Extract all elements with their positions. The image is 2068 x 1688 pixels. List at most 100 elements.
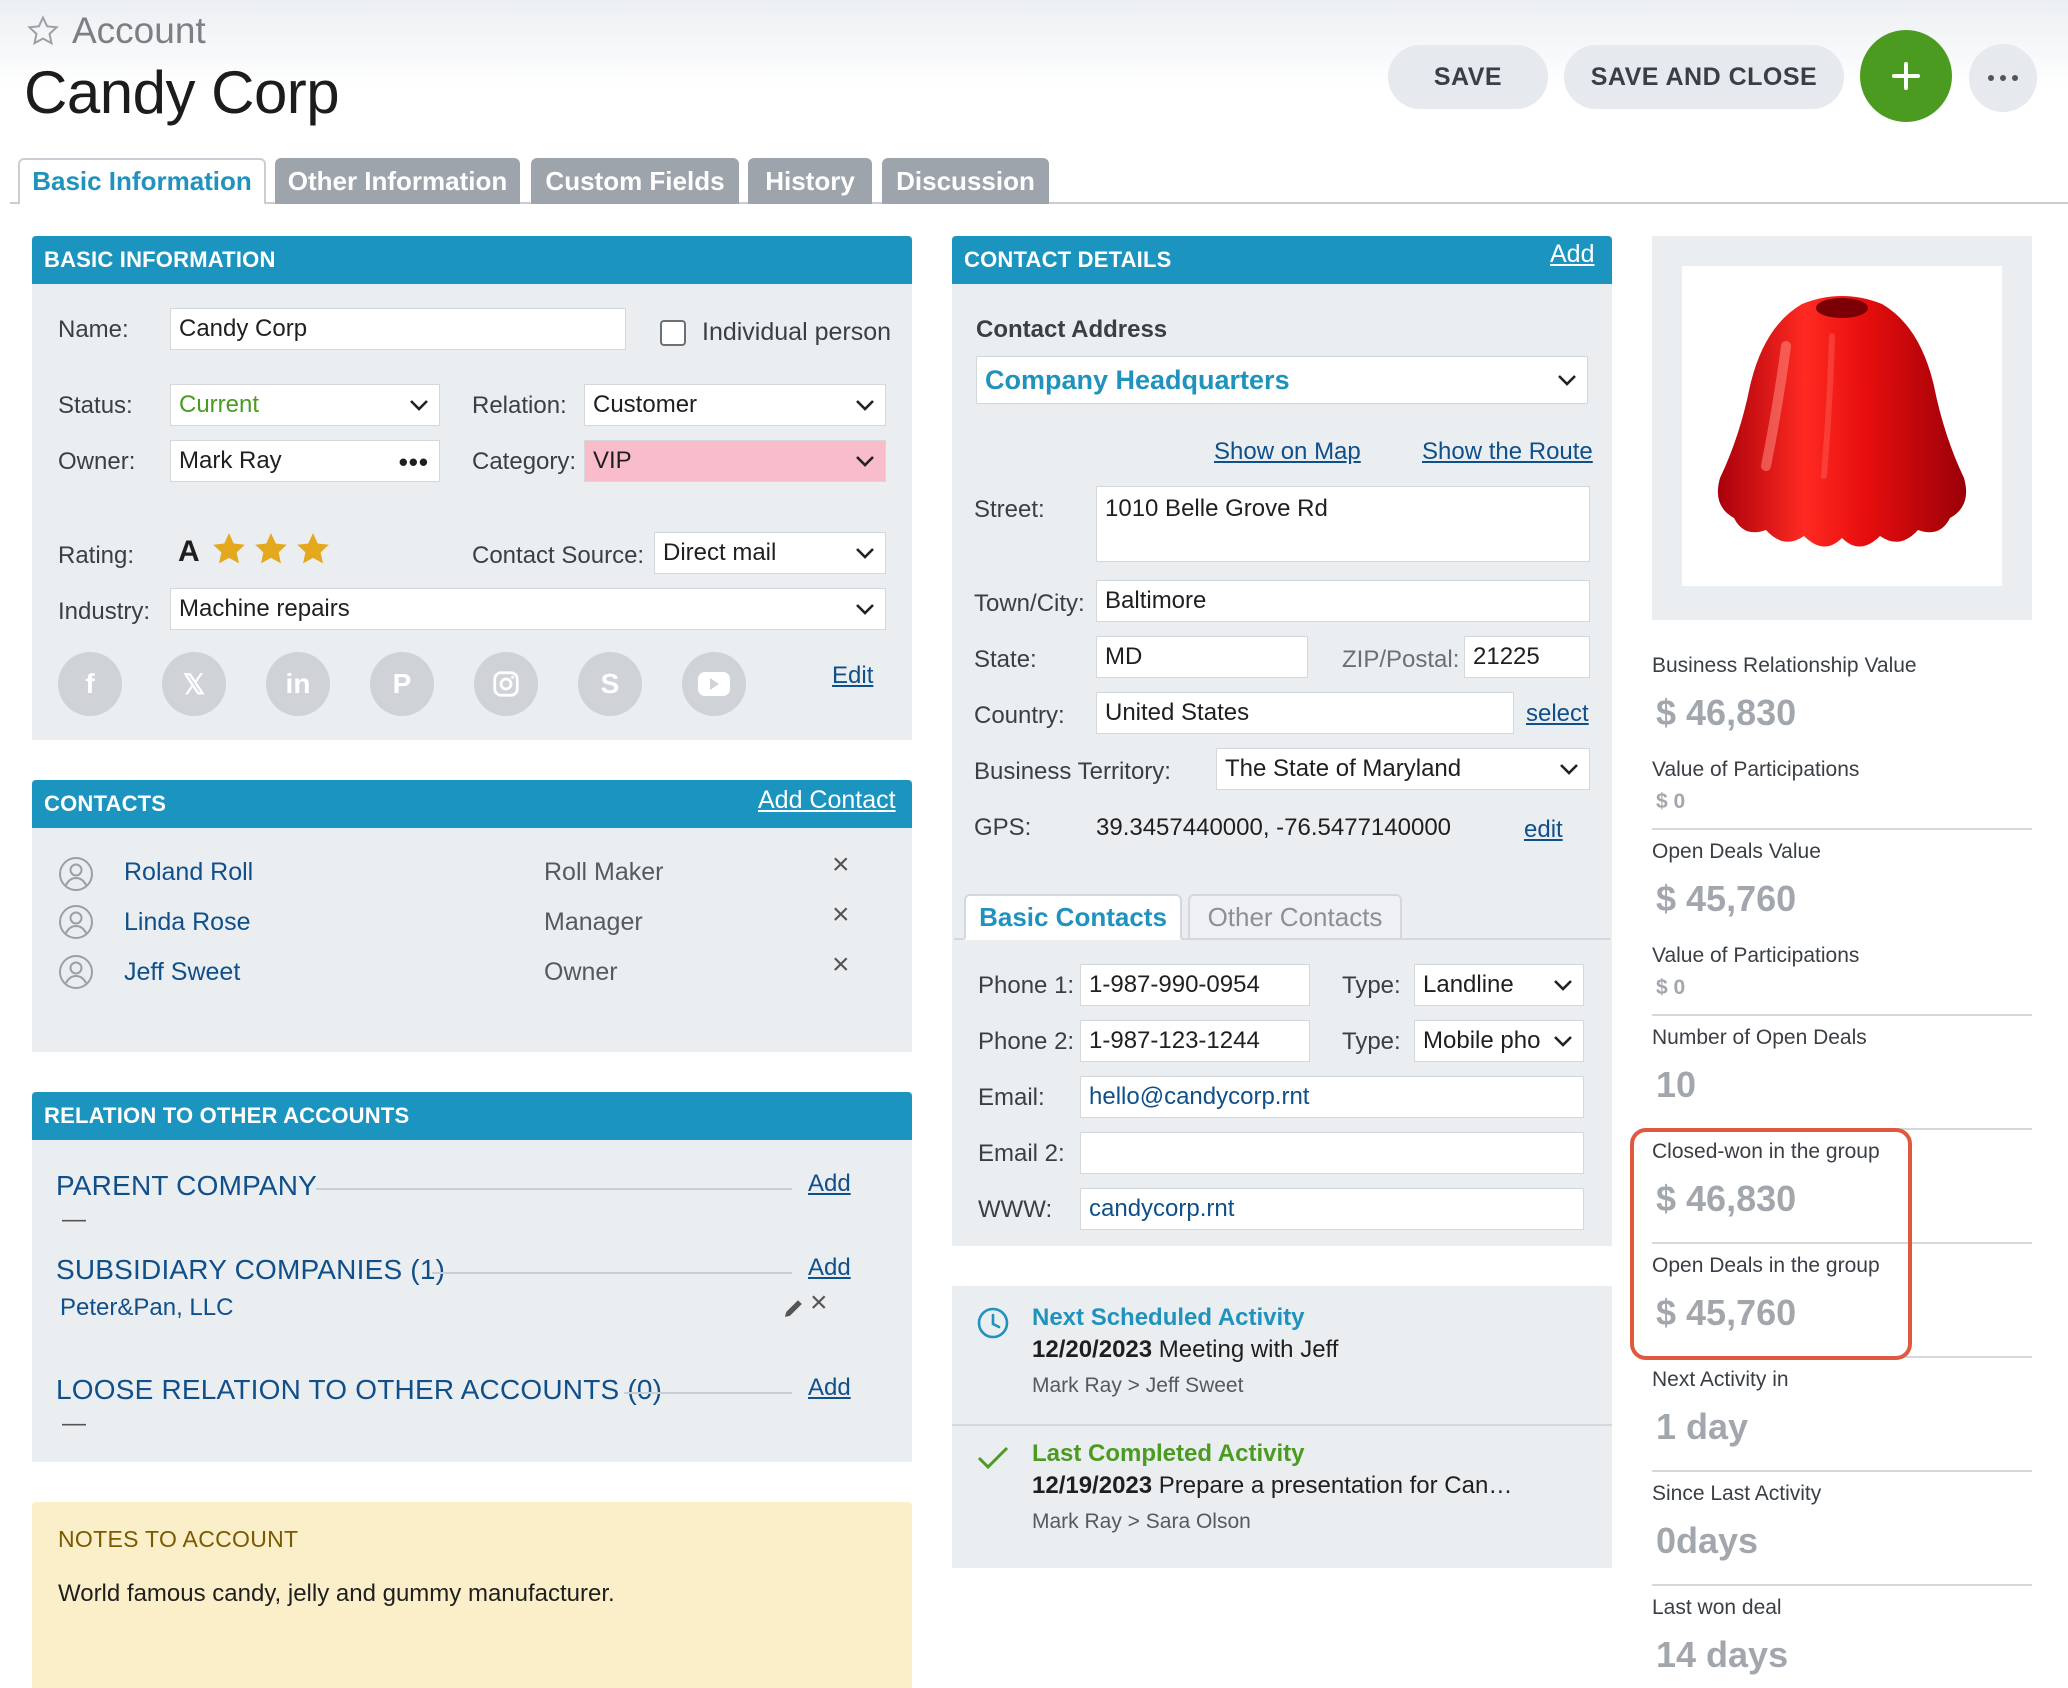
add-contact-link[interactable]: Add Contact [758,786,896,814]
phone2-input[interactable]: 1-987-123-1244 [1080,1020,1310,1062]
account-image[interactable] [1682,266,2002,586]
x-icon[interactable]: 𝕏 [162,652,226,716]
relation-select[interactable]: Customer [584,384,886,426]
next-activity-date: 12/20/2023 [1032,1336,1153,1363]
remove-contact-icon[interactable]: × [832,848,850,881]
open-deals-value: $ 45,760 [1656,878,1797,919]
individual-person-checkbox[interactable] [660,320,686,346]
closed-won-group-value: $ 46,830 [1656,1178,1797,1219]
linkedin-icon[interactable]: in [266,652,330,716]
remove-subsidiary-icon[interactable]: × [810,1286,828,1319]
remove-contact-icon[interactable]: × [832,948,850,981]
street-input[interactable]: 1010 Belle Grove Rd [1096,486,1590,562]
next-activity-in-value: 1 day [1656,1406,1749,1447]
remove-contact-icon[interactable]: × [832,898,850,931]
brv-value: $ 46,830 [1656,692,1797,733]
phone1-input[interactable]: 1-987-990-0954 [1080,964,1310,1006]
brv-label: Business Relationship Value [1652,654,1917,677]
star-icon[interactable] [252,530,290,568]
type2-select[interactable]: Mobile pho [1414,1020,1584,1062]
more-button[interactable] [1969,44,2037,112]
closed-won-group-label: Closed-won in the group [1652,1140,1880,1163]
youtube-icon[interactable] [682,652,746,716]
tab-discussion[interactable]: Discussion [882,158,1049,204]
name-input[interactable]: Candy Corp [170,308,626,350]
show-on-map-link[interactable]: Show on Map [1214,438,1361,465]
add-loose-relation-link[interactable]: Add [808,1374,851,1401]
skype-icon[interactable]: S [578,652,642,716]
country-input[interactable]: United States [1096,692,1514,734]
pinterest-icon[interactable]: P [370,652,434,716]
next-activity-summary[interactable]: 12/20/2023 Meeting with Jeff [1032,1336,1338,1364]
industry-select[interactable]: Machine repairs [170,588,886,630]
social-links: f 𝕏 in P S [58,652,746,716]
tab-custom-fields[interactable]: Custom Fields [531,158,739,204]
phone2-label: Phone 2: [978,1028,1075,1055]
notes-text[interactable]: World famous candy, jelly and gummy manu… [58,1580,615,1607]
contact-name[interactable]: Jeff Sweet [124,958,241,986]
category-select[interactable]: VIP [584,440,886,482]
save-button[interactable]: SAVE [1388,45,1548,109]
activities-panel [952,1286,1612,1568]
contact-role: Manager [544,908,643,936]
add-subsidiary-link[interactable]: Add [808,1254,851,1281]
ellipsis-icon[interactable]: ••• [398,447,429,477]
subsidiary-company-link[interactable]: Peter&Pan, LLC [60,1294,234,1321]
chevron-down-icon [856,400,874,411]
contact-address-label: Contact Address [976,316,1168,343]
last-activity-summary[interactable]: 12/19/2023 Prepare a presentation for Ca… [1032,1472,1512,1500]
www-input[interactable]: candycorp.rnt [1080,1188,1584,1230]
rating-stars[interactable] [210,530,332,568]
owner-field[interactable]: Mark Ray ••• [170,440,440,482]
email2-input[interactable] [1080,1132,1584,1174]
plus-icon [1892,62,1920,90]
participations-value: $ 0 [1656,790,1686,813]
contact-name[interactable]: Roland Roll [124,858,254,886]
instagram-icon[interactable] [474,652,538,716]
email-label: Email: [978,1084,1045,1111]
show-route-link[interactable]: Show the Route [1422,438,1593,465]
chevron-down-icon [410,400,428,411]
status-value: Current [179,391,260,418]
city-input[interactable]: Baltimore [1096,580,1590,622]
contact-details-header: CONTACT DETAILS [952,236,1612,284]
save-and-close-button[interactable]: SAVE AND CLOSE [1564,45,1844,109]
divider [1652,1470,2032,1472]
tab-other-information[interactable]: Other Information [275,158,520,204]
next-activity-in-label: Next Activity in [1652,1368,1789,1391]
gps-edit-link[interactable]: edit [1524,816,1563,843]
add-contact-details-link[interactable]: Add [1550,240,1595,268]
email-input[interactable]: hello@candycorp.rnt [1080,1076,1584,1118]
star-icon[interactable] [294,530,332,568]
contact-name[interactable]: Linda Rose [124,908,251,936]
status-select[interactable]: Current [170,384,440,426]
breadcrumb-label: Account [72,10,206,51]
chevron-down-icon [856,456,874,467]
subtab-line [954,938,1610,940]
contact-source-select[interactable]: Direct mail [654,532,886,574]
add-button[interactable] [1860,30,1952,122]
last-activity-title: Last Completed Activity [1032,1440,1305,1467]
jelly-logo-icon [1717,296,1967,547]
star-icon[interactable] [210,530,248,568]
state-input[interactable]: MD [1096,636,1308,678]
participations-value: $ 0 [1656,976,1686,999]
tab-basic-information[interactable]: Basic Information [18,158,266,205]
status-label: Status: [58,392,133,419]
country-select-link[interactable]: select [1526,700,1589,727]
last-won-deal-label: Last won deal [1652,1596,1782,1619]
phone1-label: Phone 1: [978,972,1075,999]
tab-history[interactable]: History [748,158,872,204]
relations-panel: RELATION TO OTHER ACCOUNTS [32,1092,912,1462]
subtab-other-contacts[interactable]: Other Contacts [1188,894,1402,938]
zip-input[interactable]: 21225 [1464,636,1590,678]
star-outline-icon[interactable] [26,14,60,48]
add-parent-link[interactable]: Add [808,1170,851,1197]
pencil-icon[interactable] [782,1296,806,1320]
facebook-icon[interactable]: f [58,652,122,716]
subtab-basic-contacts[interactable]: Basic Contacts [964,894,1182,940]
territory-select[interactable]: The State of Maryland [1216,748,1590,790]
social-edit-link[interactable]: Edit [832,662,874,689]
contact-address-select[interactable]: Company Headquarters [976,356,1588,404]
type1-select[interactable]: Landline [1414,964,1584,1006]
